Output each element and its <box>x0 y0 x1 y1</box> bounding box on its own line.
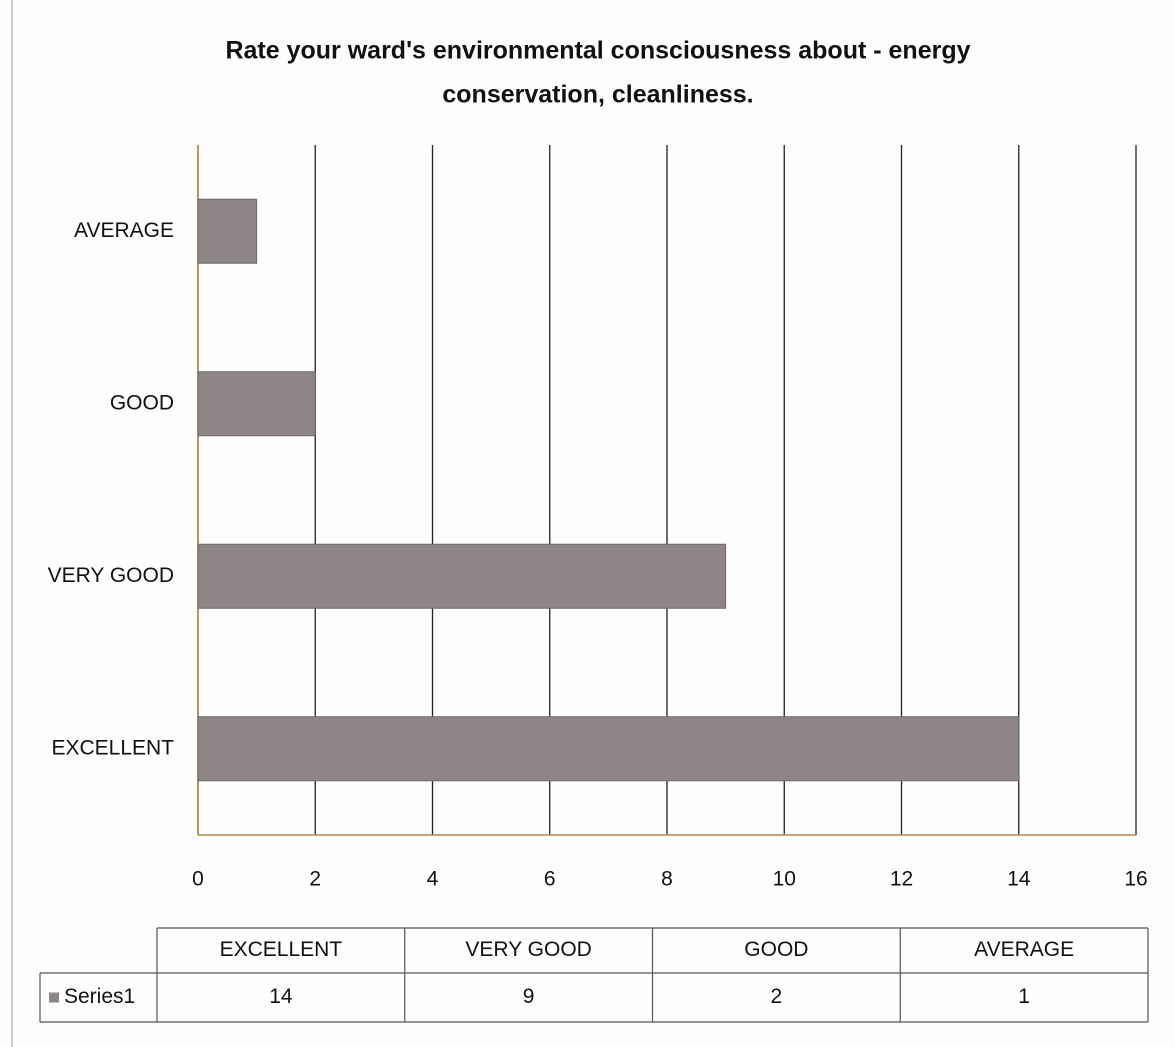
chart-title-line-2: conservation, cleanliness. <box>442 81 753 109</box>
table-value: 14 <box>269 985 293 1008</box>
legend-swatch <box>49 992 59 1003</box>
chart-title-line-1: Rate your ward's environmental conscious… <box>225 37 970 65</box>
y-tick-label: VERY GOOD <box>48 564 174 587</box>
table-header: EXCELLENT <box>220 938 343 961</box>
x-tick-label: 0 <box>192 868 204 891</box>
y-tick-label: GOOD <box>110 391 174 414</box>
x-tick-label: 6 <box>544 868 556 891</box>
y-tick-label: AVERAGE <box>74 219 174 242</box>
table-value: 1 <box>1018 985 1030 1008</box>
x-tick-label: 14 <box>1007 868 1031 891</box>
bar <box>197 371 316 437</box>
table-value: 2 <box>771 985 783 1008</box>
x-tick-label: 12 <box>890 868 913 891</box>
table-value: 9 <box>523 985 535 1008</box>
table-header: VERY GOOD <box>465 938 591 961</box>
legend-label: Series1 <box>64 985 135 1008</box>
x-tick-label: 2 <box>309 868 321 891</box>
bar <box>197 198 258 264</box>
bar <box>197 543 727 609</box>
table-header: AVERAGE <box>974 938 1074 961</box>
y-tick-label: EXCELLENT <box>51 736 174 759</box>
table-header: GOOD <box>744 938 808 961</box>
x-tick-label: 4 <box>427 868 439 891</box>
x-tick-label: 10 <box>773 868 796 891</box>
x-tick-label: 8 <box>661 868 673 891</box>
x-tick-label: 16 <box>1124 868 1147 891</box>
bar <box>197 716 1020 782</box>
